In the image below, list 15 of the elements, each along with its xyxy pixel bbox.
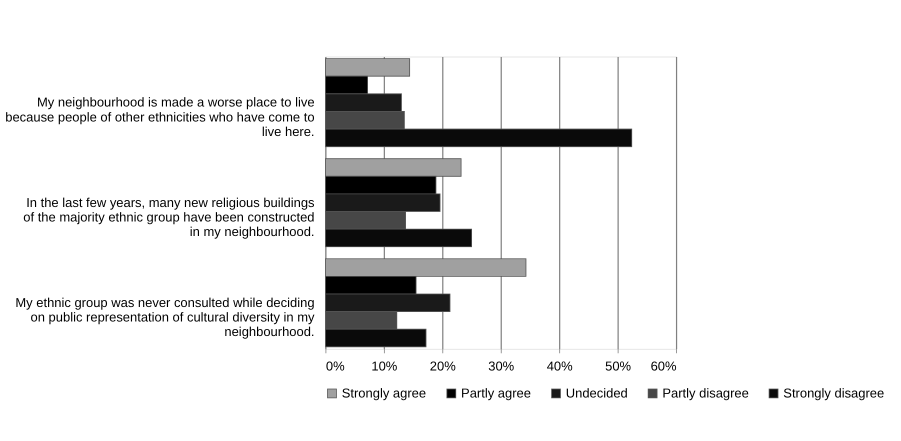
x-tick-label: 60%	[650, 358, 678, 374]
y-tick-label: In the last few years, many new religious buildings of the majority ethnic group have been constructed in my neighbourhood.	[23, 194, 316, 239]
x-tick-label: 50%	[605, 358, 632, 374]
x-tick-label: 30%	[488, 358, 515, 374]
x-tick-label: 0%	[326, 358, 346, 374]
legend-label: Strongly agree	[342, 386, 426, 401]
legend-label: Undecided	[566, 386, 628, 401]
legend-label: Partly disagree	[662, 386, 749, 401]
x-tick-label: 20%	[430, 358, 456, 374]
x-tick-label: 10%	[371, 358, 398, 374]
legend-label: Strongly disagree	[783, 386, 884, 401]
y-tick-label: My ethnic group was never consulted while deciding on public representation of cultural diversity in my neighbourhood.	[15, 294, 316, 340]
y-tick-label: My neighbourhood is made a worse place to live because people of other ethnicities who have come to live here.	[5, 94, 315, 139]
legend-label: Partly agree	[461, 386, 531, 401]
x-tick-label: 40%	[546, 358, 574, 374]
